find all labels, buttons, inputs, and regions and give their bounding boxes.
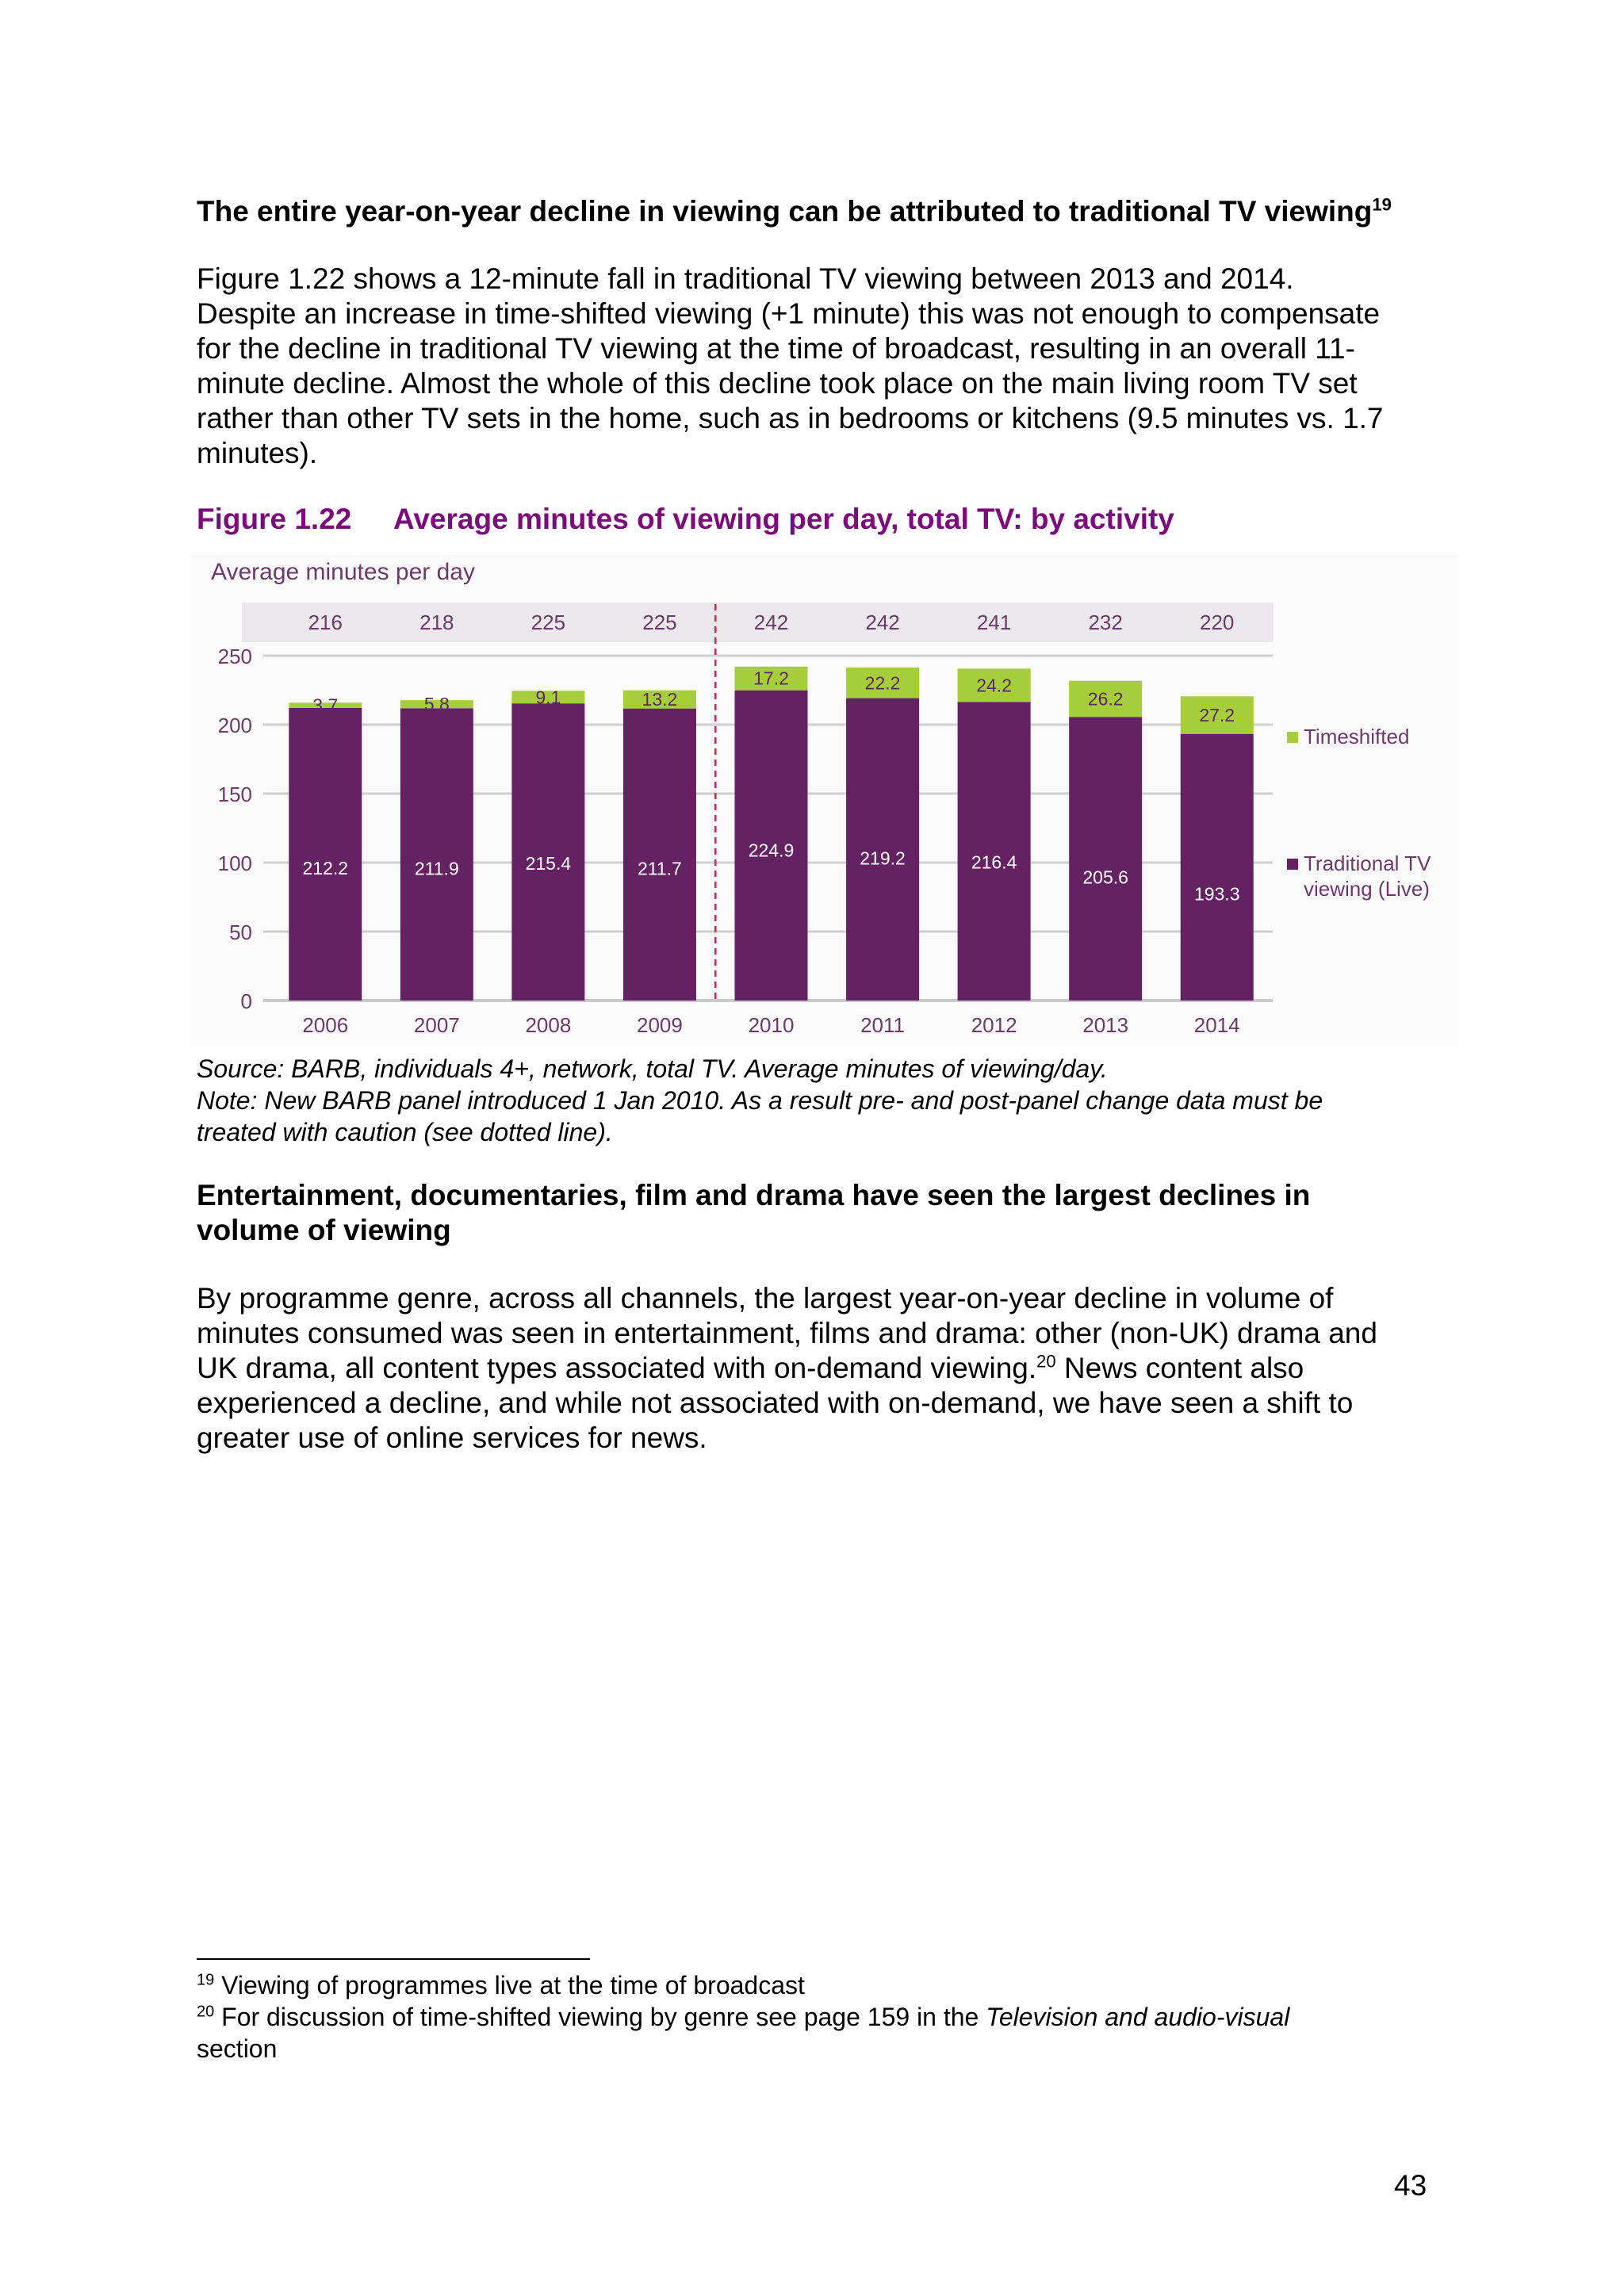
total-label: 216 (308, 610, 343, 634)
x-tick-label: 2014 (1194, 1013, 1240, 1037)
data-label-timeshifted: 27.2 (1199, 705, 1235, 725)
bar-timeshifted-2010 (734, 666, 808, 691)
legend-swatch-timeshifted (1287, 732, 1298, 743)
y-tick-label: 50 (229, 920, 252, 944)
figure-note-line: treated with caution (see dotted line). (197, 1118, 613, 1146)
bar-timeshifted-2012 (957, 668, 1031, 702)
bar-traditional-2007 (400, 708, 473, 1001)
data-label-timeshifted: 17.2 (753, 668, 789, 689)
bar-traditional-2010 (734, 690, 808, 1001)
totals-band (242, 603, 1273, 642)
bar-timeshifted-2011 (846, 667, 920, 698)
figure-note-line: Note: New BARB panel introduced 1 Jan 20… (197, 1086, 1323, 1115)
data-label-traditional: 219.2 (860, 848, 906, 869)
data-label-timeshifted: 3.7 (312, 695, 338, 716)
y-tick-label: 200 (218, 714, 252, 737)
legend-label-traditional: viewing (Live) (1304, 877, 1430, 901)
figure-title-text: Average minutes of viewing per day, tota… (393, 503, 1174, 535)
x-tick-label: 2013 (1082, 1013, 1128, 1037)
figure-title: Figure 1.22 Average minutes of viewing pe… (197, 503, 1174, 536)
total-label: 225 (531, 610, 565, 634)
data-label-traditional: 224.9 (749, 840, 795, 861)
y-tick-label: 0 (241, 989, 252, 1013)
y-tick-label: 150 (218, 783, 252, 806)
paragraph-line: experienced a decline, and while not ass… (197, 1387, 1354, 1419)
x-tick-label: 2007 (414, 1013, 460, 1037)
footnote-separator (197, 1958, 590, 1960)
data-label-timeshifted: 9.1 (535, 687, 561, 707)
figure-source-note: Source: BARB, individuals 4+, network, t… (197, 1053, 1323, 1148)
x-tick-label: 2012 (971, 1013, 1017, 1037)
section-heading-2: Entertainment, documentaries, film and d… (197, 1179, 1311, 1246)
bar-traditional-2008 (511, 703, 585, 1001)
paragraph-line: greater use of online services for news. (197, 1422, 707, 1454)
footnote-20: 20 For discussion of time-shifted viewin… (197, 2003, 1290, 2031)
data-label-traditional: 211.9 (415, 858, 459, 878)
y-tick-label: 250 (218, 645, 252, 668)
footnote-ref-20: 20 (1036, 1351, 1056, 1372)
data-label-traditional: 193.3 (1194, 884, 1240, 905)
x-tick-label: 2008 (525, 1013, 571, 1037)
bar-timeshifted-2009 (622, 690, 696, 709)
section-paragraph: Figure 1.22 shows a 12-minute fall in tr… (197, 262, 1384, 471)
x-tick-label: 2009 (637, 1013, 683, 1037)
total-label: 232 (1088, 610, 1122, 634)
bar-timeshifted-2006 (289, 702, 362, 708)
paragraph-line: Despite an increase in time-shifted view… (197, 297, 1381, 330)
data-label-timeshifted: 22.2 (865, 672, 901, 693)
paragraph-line: for the decline in traditional TV viewin… (197, 332, 1355, 365)
paragraph-line: Figure 1.22 shows a 12-minute fall in tr… (197, 262, 1294, 295)
x-tick-label: 2010 (749, 1013, 795, 1037)
total-label: 218 (419, 610, 454, 634)
data-label-traditional: 211.7 (638, 859, 682, 879)
paragraph-line: UK drama, all content types associated w… (197, 1351, 1304, 1384)
paragraph-line: rather than other TV sets in the home, s… (197, 402, 1384, 434)
footnote-ref-19: 19 (1372, 194, 1392, 215)
page-number: 43 (1394, 2169, 1427, 2202)
bar-timeshifted-2007 (400, 700, 473, 709)
y-tick-label: 100 (218, 851, 252, 875)
paragraph-line: minutes). (197, 437, 318, 469)
bar-timeshifted-2008 (511, 691, 585, 704)
data-label-timeshifted: 13.2 (642, 689, 678, 710)
legend-label-timeshifted: Timeshifted (1304, 725, 1409, 748)
footnote-19: 19 Viewing of programmes live at the tim… (197, 1971, 805, 1999)
total-label: 242 (754, 610, 788, 634)
x-tick-label: 2006 (302, 1013, 348, 1037)
bar-traditional-2011 (846, 698, 920, 1001)
data-label-traditional: 216.4 (971, 851, 1017, 872)
paragraph-line: minutes consumed was seen in entertainme… (197, 1317, 1377, 1349)
total-label: 242 (865, 610, 899, 634)
total-label: 241 (977, 610, 1011, 634)
section-heading: The entire year-on-year decline in viewi… (197, 194, 1392, 228)
total-label: 220 (1200, 610, 1234, 634)
total-label: 225 (642, 610, 676, 634)
footnote-20-continued: section (197, 2034, 278, 2063)
data-label-timeshifted: 5.8 (424, 694, 450, 714)
figure-number: Figure 1.22 (197, 503, 352, 535)
figure-source: Source: BARB, individuals 4+, network, t… (197, 1054, 1108, 1083)
footnotes: 19 Viewing of programmes live at the tim… (197, 1969, 1289, 2064)
stacked-bar-chart: Average minutes per day 0 50 100 150 200 250 21… (190, 555, 1459, 1047)
bar-timeshifted-2014 (1180, 696, 1254, 734)
bar-traditional-2006 (289, 707, 362, 1001)
bar-traditional-2009 (622, 708, 696, 1001)
bar-traditional-2014 (1180, 733, 1254, 1001)
bar-traditional-2013 (1069, 717, 1143, 1001)
paragraph-line: By programme genre, across all channels,… (197, 1282, 1334, 1314)
data-label-traditional: 205.6 (1082, 867, 1128, 887)
section-paragraph-2: By programme genre, across all channels,… (197, 1281, 1377, 1456)
bar-timeshifted-2013 (1069, 680, 1143, 718)
data-label-traditional: 215.4 (526, 853, 572, 874)
paragraph-line: minute decline. Almost the whole of this… (197, 367, 1358, 400)
x-tick-label: 2011 (860, 1013, 905, 1037)
bar-traditional-2012 (957, 702, 1031, 1001)
legend-label-traditional: Traditional TV (1304, 851, 1431, 875)
data-label-traditional: 212.2 (302, 858, 348, 878)
data-label-timeshifted: 24.2 (976, 675, 1012, 695)
y-axis-title: Average minutes per day (211, 559, 475, 585)
legend-swatch-traditional (1287, 859, 1298, 870)
data-label-timeshifted: 26.2 (1088, 688, 1124, 709)
